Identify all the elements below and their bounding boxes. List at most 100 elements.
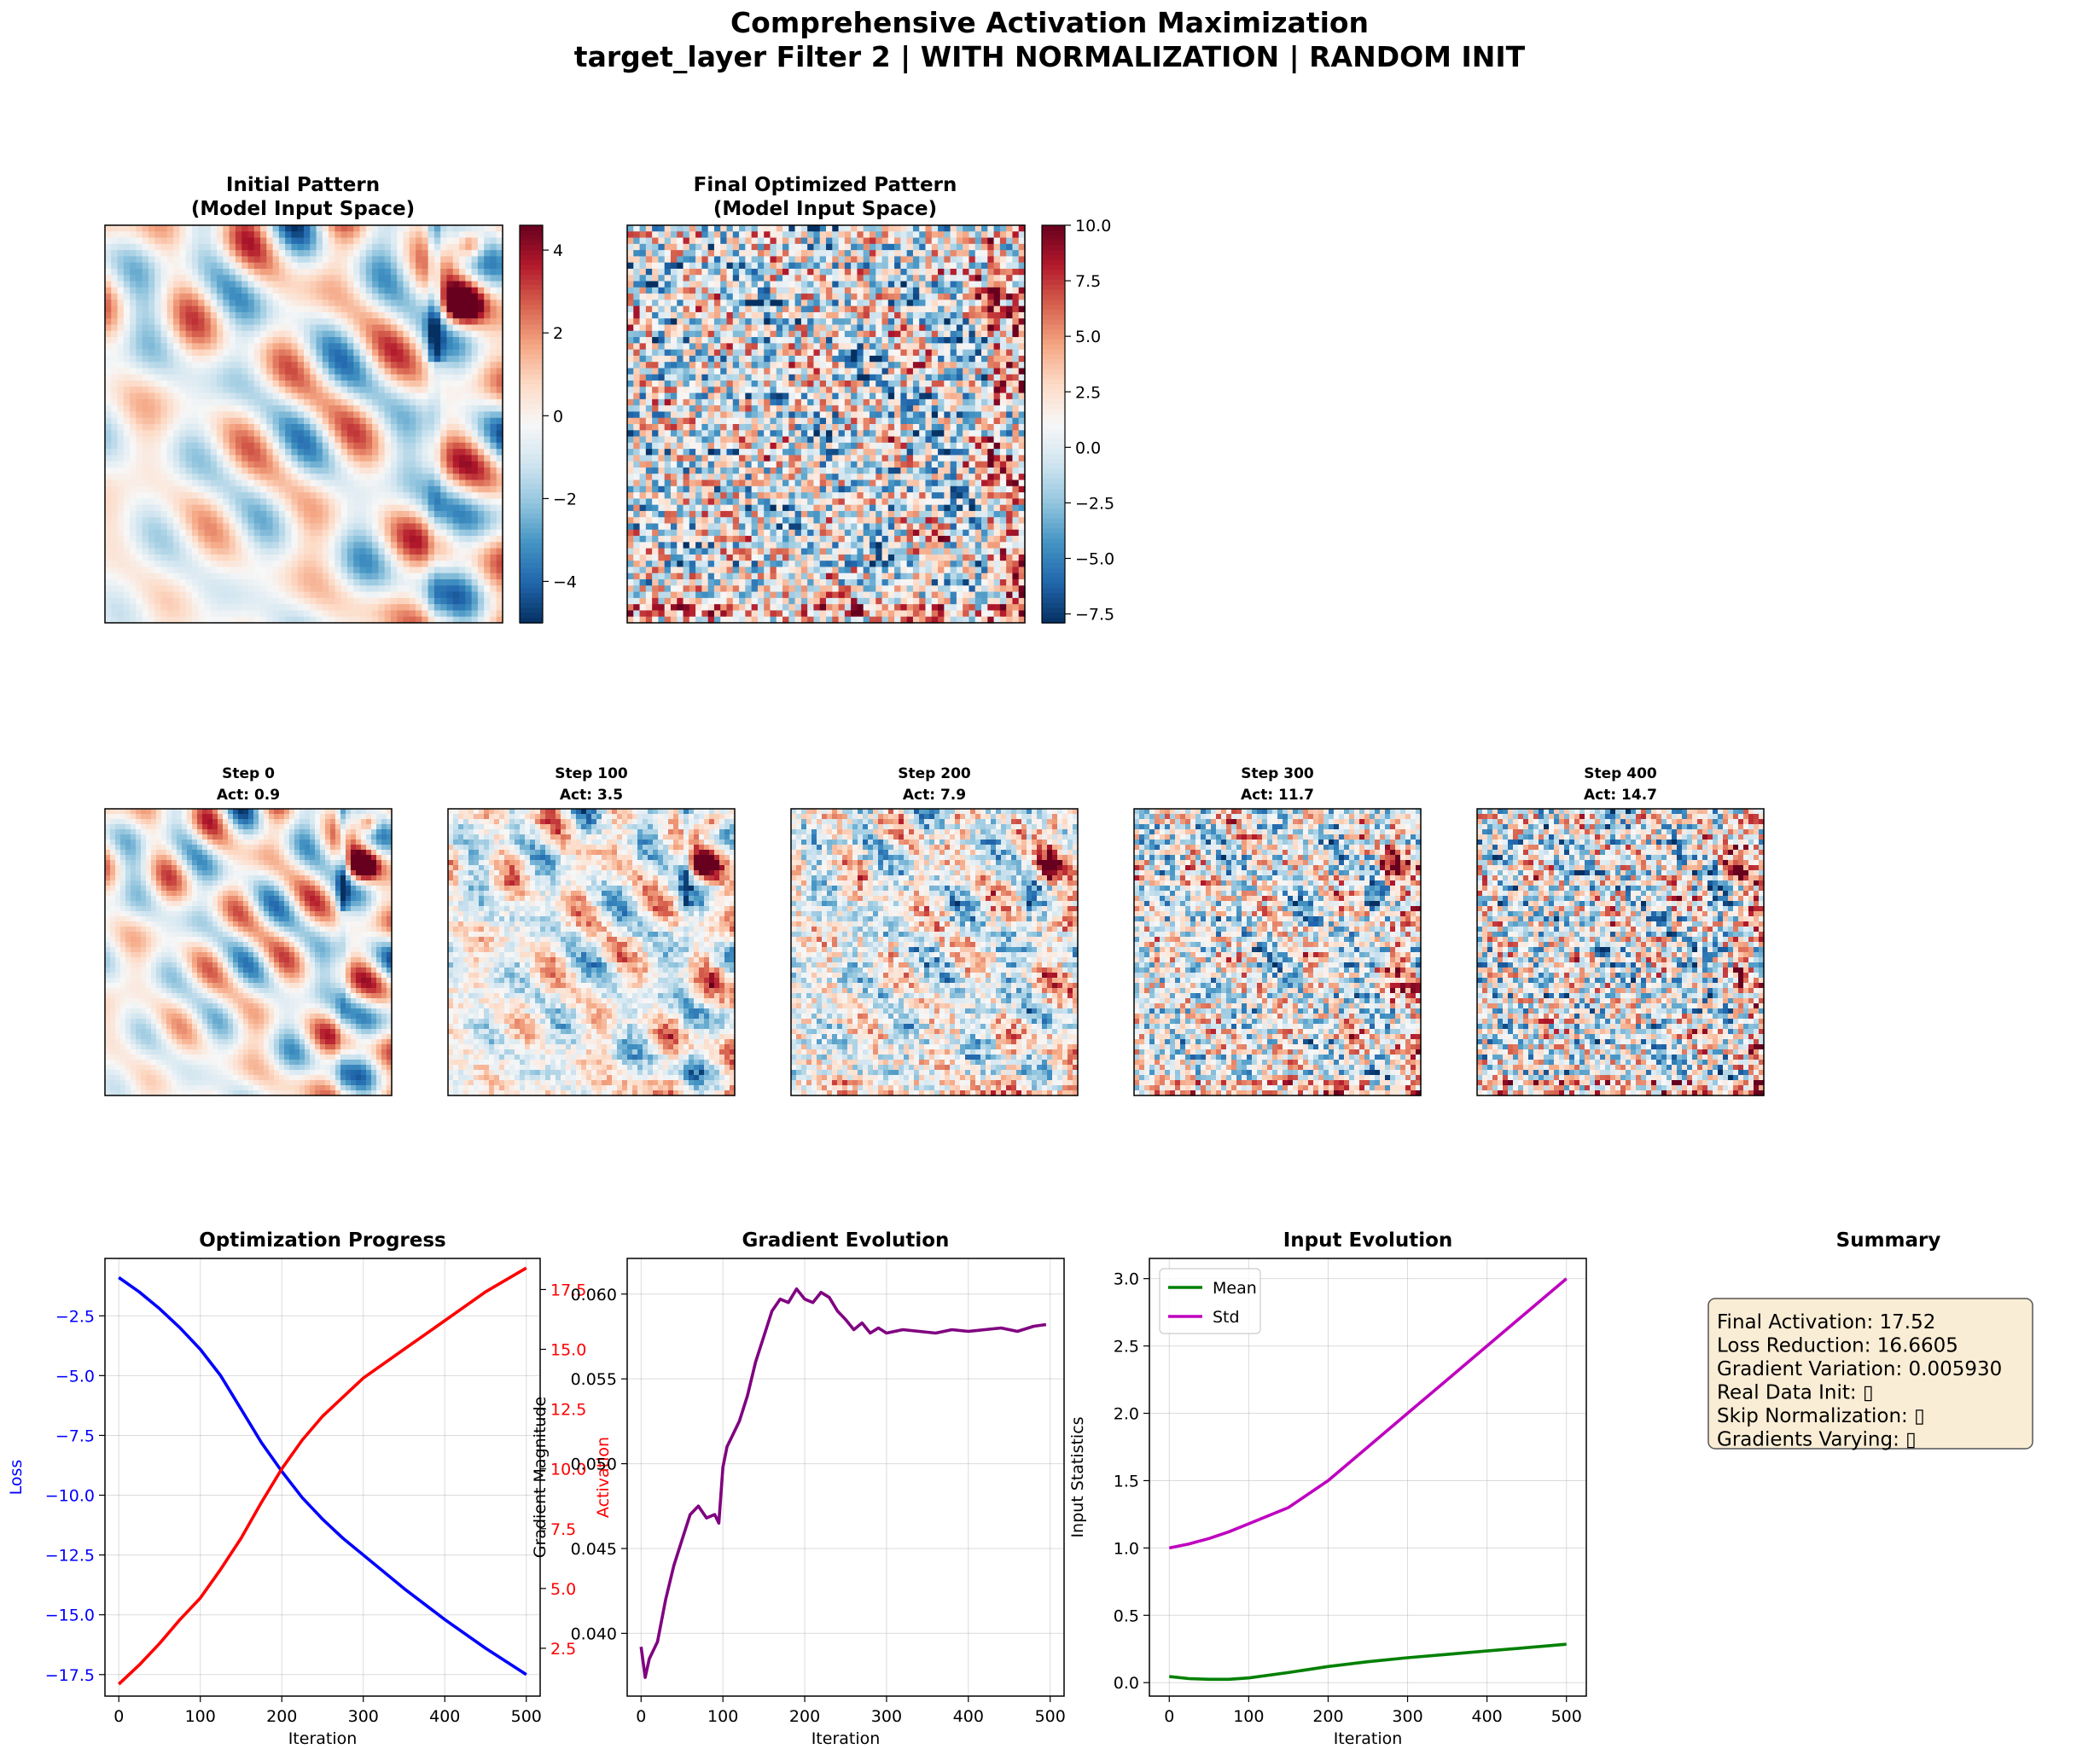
summary-line: Loss Reduction: 16.6605 xyxy=(1717,1335,1958,1357)
x-tick-label: 200 xyxy=(1312,1707,1343,1726)
x-tick-label: 200 xyxy=(266,1707,297,1726)
x-tick-label: 0 xyxy=(113,1707,124,1726)
step-snapshot: Step 200 Act: 7.9 xyxy=(791,765,1079,1096)
y-tick-label: −12.5 xyxy=(45,1547,95,1566)
step-activation: Act: 3.5 xyxy=(560,787,623,804)
step-label: Step 200 xyxy=(898,765,971,782)
colorbar-tick-label: −7.5 xyxy=(1075,606,1114,625)
y-tick-label: −15.0 xyxy=(45,1607,95,1625)
colorbar-tick-label: 0 xyxy=(553,407,563,426)
final-pattern-heatmap xyxy=(627,225,1026,624)
initial-pattern-heatmap xyxy=(105,225,503,624)
y-tick-label: 0.045 xyxy=(571,1540,617,1559)
x-tick-label: 0 xyxy=(1164,1707,1174,1726)
summary-line: Skip Normalization: ▯ xyxy=(1717,1405,1925,1427)
y-tick-label: 1.0 xyxy=(1114,1539,1139,1558)
summary-line: Gradient Variation: 0.005930 xyxy=(1717,1358,2002,1380)
y-tick-label-right: 5.0 xyxy=(550,1580,576,1599)
x-tick-label: 400 xyxy=(953,1707,984,1726)
legend-label: Std xyxy=(1213,1308,1240,1327)
colorbar-tick-label: 0.0 xyxy=(1075,439,1101,457)
colorbar-tick-label: 2 xyxy=(553,324,563,343)
step-snapshot: Step 300 Act: 11.7 xyxy=(1134,765,1422,1096)
chart-legend: Mean Std xyxy=(1160,1269,1260,1334)
step-activation: Act: 14.7 xyxy=(1584,787,1657,804)
colorbar-tick-label: 7.5 xyxy=(1075,272,1101,291)
colorbar-tick-label: 2.5 xyxy=(1075,383,1101,402)
figure-title-line2: target_layer Filter 2 | WITH NORMALIZATI… xyxy=(574,40,1526,73)
y-tick-label-right: 15.0 xyxy=(550,1341,586,1360)
y-tick-label: 1.5 xyxy=(1114,1472,1139,1490)
step-label: Step 300 xyxy=(1241,765,1314,782)
step-activation: Act: 0.9 xyxy=(217,787,280,804)
legend-label: Mean xyxy=(1213,1279,1257,1298)
summary-line: Final Activation: 17.52 xyxy=(1717,1311,1935,1334)
y-tick-label: 0.055 xyxy=(571,1370,617,1389)
y-axis-label: Input Statistics xyxy=(1068,1416,1087,1537)
y-tick-label: −5.0 xyxy=(55,1367,95,1386)
step-label: Step 400 xyxy=(1584,765,1657,782)
summary-line: Gradients Varying: ▯ xyxy=(1717,1429,1917,1451)
y-tick-label: 2.0 xyxy=(1114,1405,1139,1424)
y-axis-label: Gradient Magnitude xyxy=(531,1397,550,1558)
x-tick-label: 100 xyxy=(185,1707,216,1726)
summary-line: Real Data Init: ▯ xyxy=(1717,1382,1874,1404)
y-axis-label-right: Activation xyxy=(594,1437,613,1518)
colorbar-tick-label: −5.0 xyxy=(1075,550,1114,569)
initial-pattern-title: Initial Pattern xyxy=(226,174,380,196)
initial-pattern-colorbar: 420−2−4 xyxy=(520,225,577,624)
step-activation: Act: 7.9 xyxy=(903,787,966,804)
x-tick-label: 200 xyxy=(789,1707,820,1726)
colorbar-tick-label: −2 xyxy=(553,490,577,508)
series-line xyxy=(119,1268,526,1684)
chart-title: Optimization Progress xyxy=(199,1229,446,1252)
y-tick-label: 2.5 xyxy=(1114,1338,1139,1357)
chart-title: Input Evolution xyxy=(1283,1229,1453,1252)
x-tick-label: 100 xyxy=(1233,1707,1264,1726)
colorbar-tick-label: −2.5 xyxy=(1075,494,1114,513)
chart-title: Gradient Evolution xyxy=(742,1229,950,1252)
y-tick-label: 0.0 xyxy=(1114,1674,1139,1693)
figure-title-line1: Comprehensive Activation Maximization xyxy=(730,6,1369,39)
step-snapshot: Step 100 Act: 3.5 xyxy=(448,765,736,1096)
colorbar-tick-label: 5.0 xyxy=(1075,328,1101,346)
y-tick-label-right: 12.5 xyxy=(550,1401,586,1420)
colorbar-tick-label: 10.0 xyxy=(1075,217,1111,235)
y-tick-label-right: 7.5 xyxy=(550,1520,576,1539)
colorbar-tick-label: −4 xyxy=(553,572,577,591)
step-activation: Act: 11.7 xyxy=(1241,787,1314,804)
optimization-progress-chart: 0 100 200 300 400 500 −2.5 −5.0 −7.5 −10.0 −12.5 −1… xyxy=(7,1229,613,1748)
y-tick-label: −10.0 xyxy=(45,1487,95,1506)
x-tick-label: 400 xyxy=(1472,1707,1503,1726)
y-tick-label: 3.0 xyxy=(1114,1270,1139,1289)
y-tick-label: 0.5 xyxy=(1114,1607,1139,1625)
final-pattern-colorbar: 10.0 7.5 5.0 2.5 0.0 −2.5 −5.0 −7.5 xyxy=(1042,217,1114,625)
series-line xyxy=(1169,1644,1566,1679)
x-tick-label: 300 xyxy=(348,1707,379,1726)
x-tick-label: 100 xyxy=(707,1707,738,1726)
input-evolution-chart: 0 100 200 300 400 500 0.0 0.5 1.0 1.5 2.0 2.5 3.0 Inp… xyxy=(1068,1229,1586,1748)
x-tick-label: 400 xyxy=(429,1707,460,1726)
series-line xyxy=(641,1289,1046,1677)
x-tick-label: 500 xyxy=(511,1707,542,1726)
y-tick-label: 0.050 xyxy=(571,1456,617,1474)
x-axis-label: Iteration xyxy=(811,1729,881,1748)
y-tick-label: 0.060 xyxy=(571,1286,617,1304)
x-tick-label: 500 xyxy=(1551,1707,1582,1726)
y-tick-label: −7.5 xyxy=(55,1427,95,1445)
x-axis-label: Iteration xyxy=(1334,1729,1403,1748)
y-tick-label: −17.5 xyxy=(45,1666,95,1685)
final-pattern-title: Final Optimized Pattern xyxy=(694,174,957,196)
summary-title: Summary xyxy=(1836,1229,1941,1252)
x-tick-label: 0 xyxy=(636,1707,646,1726)
step-label: Step 100 xyxy=(555,765,628,782)
y-axis-label: Loss xyxy=(7,1460,26,1496)
x-tick-label: 300 xyxy=(871,1707,902,1726)
final-pattern-subtitle: (Model Input Space) xyxy=(713,198,937,220)
y-tick-label: −2.5 xyxy=(55,1307,95,1326)
initial-pattern-subtitle: (Model Input Space) xyxy=(191,198,415,220)
x-tick-label: 300 xyxy=(1392,1707,1422,1726)
x-axis-label: Iteration xyxy=(288,1729,358,1748)
